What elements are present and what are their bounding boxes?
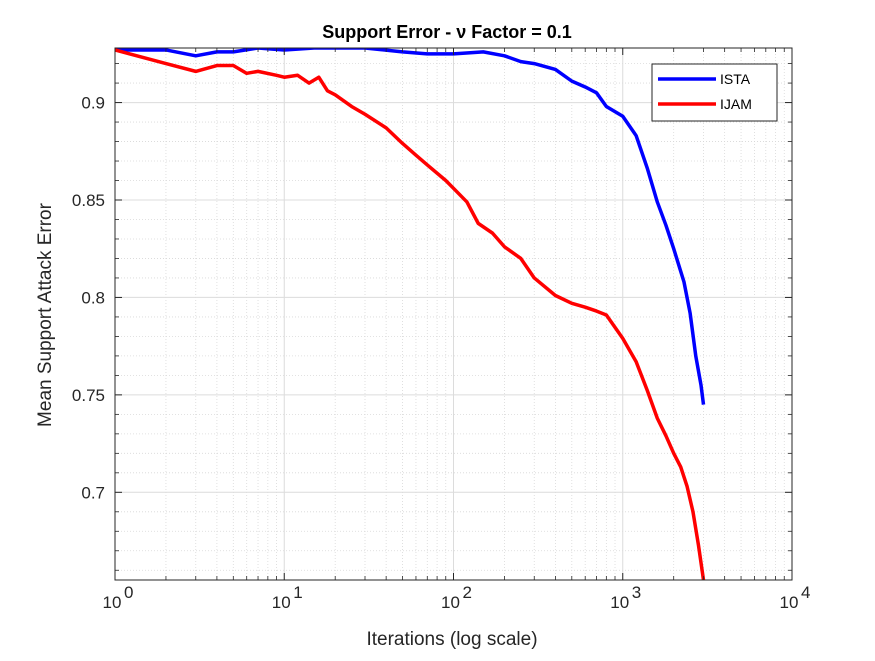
series-line-ista (115, 48, 706, 405)
x-tick-label-group: 102 (441, 583, 472, 612)
y-tick-label: 0.9 (81, 94, 105, 113)
x-axis-title: Iterations (log scale) (366, 629, 537, 650)
x-tick-label: 10 (441, 593, 460, 612)
x-tick-label-group: 100 (103, 583, 134, 612)
x-tick-label-group: 101 (272, 583, 303, 612)
ticks-layer (114, 48, 793, 580)
legend: ISTA IJAM (651, 63, 778, 122)
x-tick-label: 10 (610, 593, 629, 612)
legend-label-ista: ISTA (720, 71, 751, 87)
y-tick-label: 0.85 (72, 191, 105, 210)
x-tick-label-exponent: 4 (801, 583, 810, 602)
x-tick-label-group: 104 (780, 583, 811, 612)
y-axis-title: Mean Support Attack Error (35, 202, 56, 427)
x-tick-label-exponent: 2 (463, 583, 472, 602)
chart-title: Support Error - ν Factor = 0.1 (322, 22, 572, 42)
series-line-ijam (115, 48, 706, 580)
x-tick-label: 10 (103, 593, 122, 612)
x-tick-label-group: 103 (610, 583, 641, 612)
series-layer (115, 48, 706, 580)
x-tick-label-exponent: 1 (293, 583, 302, 602)
x-tick-label: 10 (780, 593, 799, 612)
y-tick-label: 0.7 (81, 483, 105, 502)
x-tick-label: 10 (272, 593, 291, 612)
y-tick-label: 0.8 (81, 288, 105, 307)
x-tick-label-exponent: 3 (632, 583, 641, 602)
legend-label-ijam: IJAM (720, 96, 752, 112)
x-tick-label-exponent: 0 (124, 583, 133, 602)
y-tick-label: 0.75 (72, 386, 105, 405)
legend-box (651, 63, 778, 122)
